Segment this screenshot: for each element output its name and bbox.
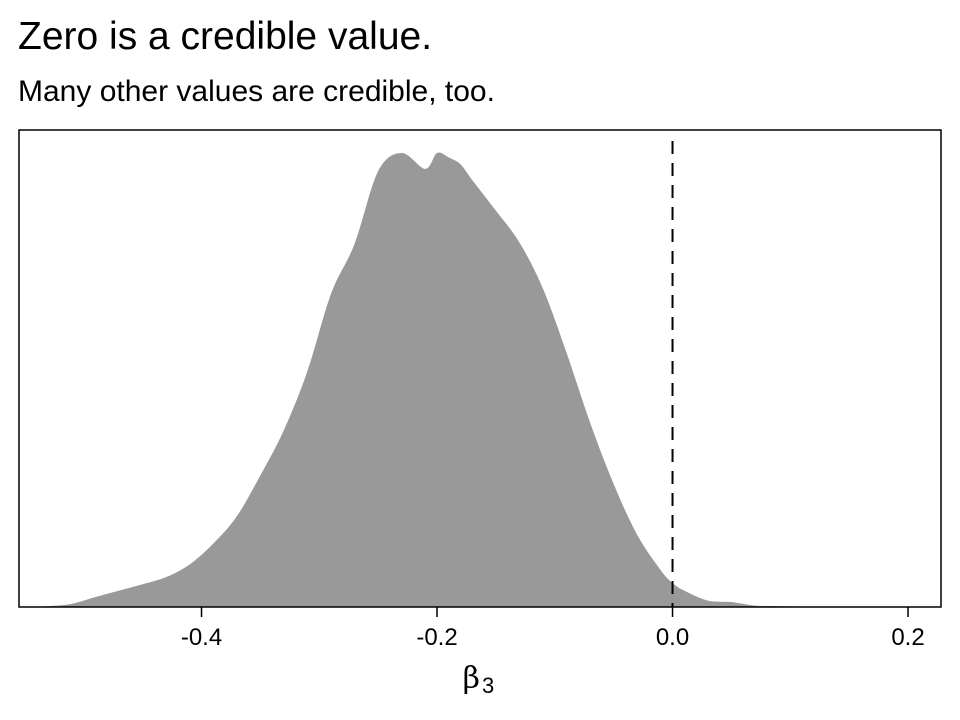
x-axis-label-subscript: 3	[482, 673, 494, 698]
chart-subtitle: Many other values are credible, too.	[18, 75, 495, 108]
x-axis-label: β	[463, 661, 480, 696]
x-tick-label: -0.4	[181, 624, 222, 651]
density-area	[36, 152, 873, 607]
chart-title: Zero is a credible value.	[18, 15, 433, 58]
x-tick-label: -0.2	[416, 624, 457, 651]
x-tick-label: 0.0	[656, 624, 689, 651]
plot-frame	[18, 129, 942, 608]
x-tick-label: 0.2	[891, 624, 924, 651]
